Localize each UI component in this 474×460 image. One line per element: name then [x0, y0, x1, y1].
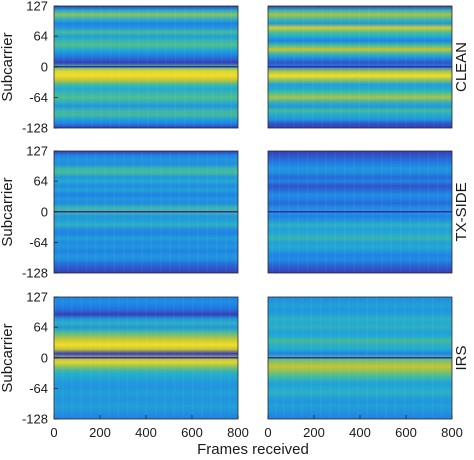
x-tick-label: 600 [181, 425, 203, 440]
heatmap-panel-irs-2: 0 200 400 600 800 [264, 296, 463, 440]
row-label-tx-side: TX-SIDE [453, 182, 470, 241]
y-axis-label: Subcarrier [0, 177, 16, 246]
y-tick-label: 64 [34, 320, 48, 335]
panel-frame [267, 5, 453, 129]
y-tick-label: -128 [22, 412, 48, 427]
x-tick-label: 0 [50, 425, 57, 440]
y-tick-label: -64 [29, 235, 48, 250]
y-tick-label: 0 [41, 59, 48, 74]
x-tick-label: 800 [441, 425, 463, 440]
y-axis-label: Subcarrier [0, 32, 16, 101]
heatmap-panel-clean-2 [267, 5, 453, 129]
y-tick-label: 127 [26, 290, 48, 305]
heatmap-panel-tx-side-2 [267, 150, 453, 274]
panel-frame [267, 150, 453, 274]
y-tick-label: 0 [41, 204, 48, 219]
y-tick-label: 127 [26, 0, 48, 14]
heatmap-panel-irs-1: 127 64 0 -64 -128 Subcarrier 0 200 400 600 800 [0, 290, 249, 441]
x-tick-label: 800 [227, 425, 249, 440]
row-label-clean: CLEAN [453, 42, 470, 92]
heatmap-panel-clean-1: 127 64 0 -64 -128 Subcarrier [0, 0, 239, 136]
x-tick-label: 600 [395, 425, 417, 440]
y-axis-label: Subcarrier [0, 323, 16, 392]
x-tick-label: 400 [135, 425, 157, 440]
y-tick-label: 0 [41, 350, 48, 365]
heatmap-panel-tx-side-1: 127 64 0 -64 -128 Subcarrier [0, 144, 239, 281]
x-tick-label: 200 [303, 425, 325, 440]
y-tick-label: -128 [22, 121, 48, 136]
x-axis-label: Frames received [197, 441, 309, 458]
y-tick-label: 64 [34, 29, 48, 44]
y-tick-label: 127 [26, 144, 48, 159]
y-tick-label: -64 [29, 90, 48, 105]
row-label-irs: IRS [453, 345, 470, 370]
y-tick-label: -64 [29, 381, 48, 396]
y-tick-label: -128 [22, 266, 48, 281]
x-tick-label: 200 [89, 425, 111, 440]
x-tick-label: 0 [264, 425, 271, 440]
x-tick-label: 400 [349, 425, 371, 440]
y-tick-label: 64 [34, 174, 48, 189]
